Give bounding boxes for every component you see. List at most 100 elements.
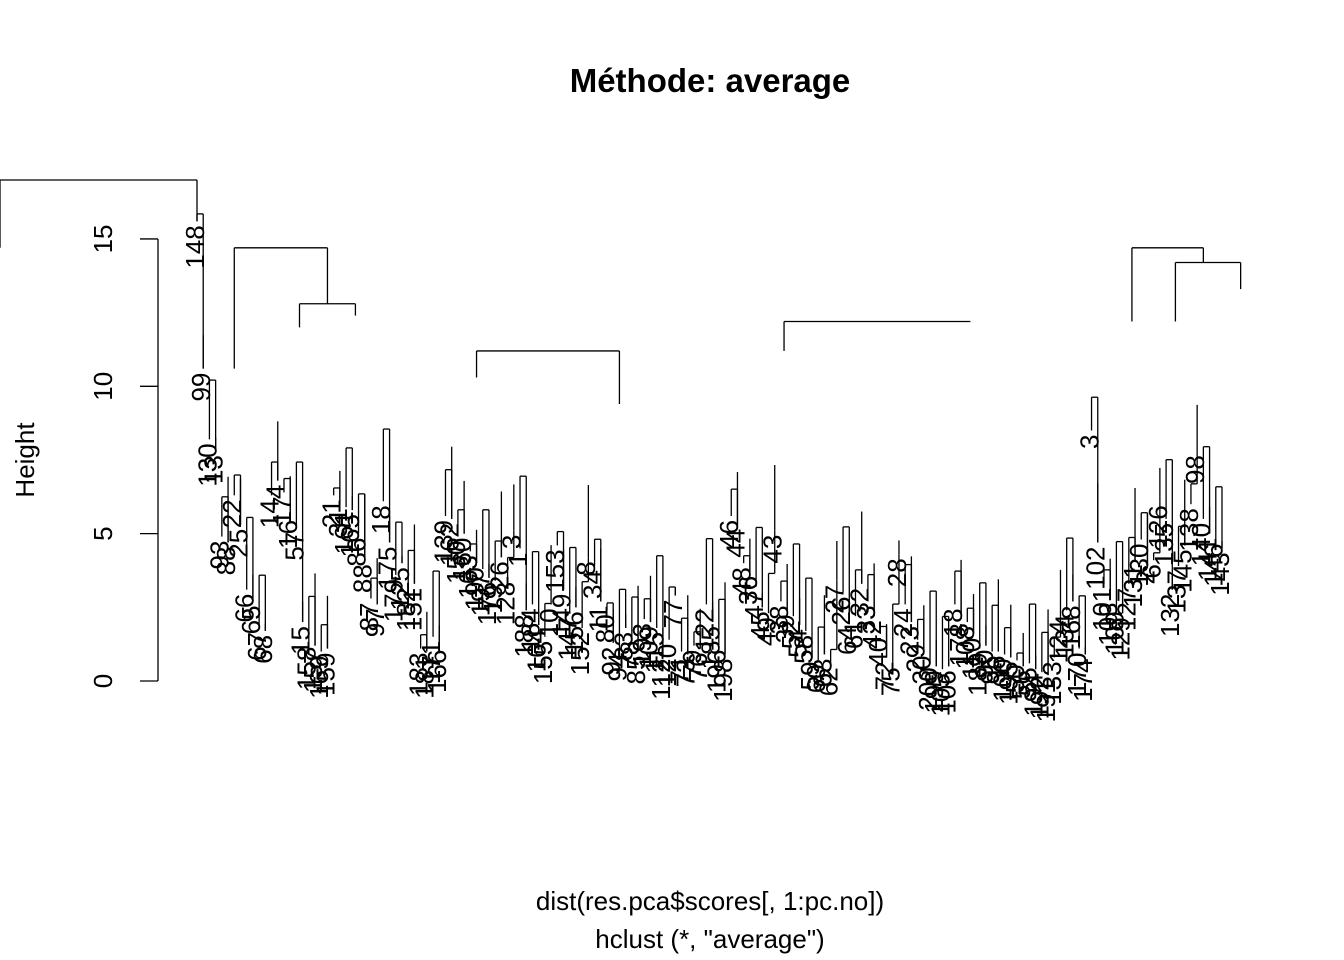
leaf-label: 183 [404, 653, 434, 696]
leaf-label: 134 [1050, 614, 1080, 657]
leaf-label: 165 [335, 514, 365, 557]
leaf-label: 129 [1105, 617, 1135, 660]
leaf-label: 138 [1174, 508, 1204, 551]
leaf-label: 72 [869, 661, 899, 690]
leaf-label: 15 [285, 626, 315, 655]
leaf-label: 199 [919, 670, 949, 713]
leaf-label: 38 [764, 605, 794, 634]
y-axis-label: Height [10, 422, 40, 498]
leaf-label: 191 [1031, 679, 1061, 722]
leaf-label: 73 [671, 658, 701, 687]
leaf-label: 6 [1137, 564, 1167, 578]
leaf-label: 132 [1155, 594, 1185, 637]
leaf-label: 54 [782, 629, 812, 658]
leaf-label: 120 [652, 644, 682, 687]
leaf-label: 166 [422, 650, 452, 693]
leaf-label: 85 [621, 656, 651, 685]
leaf-label: 135 [1149, 523, 1179, 566]
leaf-label: 163 [453, 555, 483, 598]
leaf-label: 21 [317, 499, 347, 528]
leaf-label: 185 [695, 626, 725, 669]
leaf-label: 61 [838, 620, 868, 649]
leaf-label: 170 [1062, 653, 1092, 696]
leaf-label: 18 [938, 608, 968, 637]
leaf-label: 67 [242, 632, 272, 661]
leaf-label: 137 [1161, 570, 1191, 613]
x-axis-label: dist(res.pca$scores[, 1:pc.no]) [536, 886, 884, 916]
leaf-label: 86 [341, 538, 371, 567]
leaf-label: 109 [1099, 611, 1129, 654]
leaf-labels: 1489913013938822256665676814417165715158… [180, 225, 1235, 722]
leaf-label: 30 [907, 656, 937, 685]
leaf-label: 45 [745, 611, 775, 640]
leaf-label: 27 [820, 585, 850, 614]
leaf-label: 110 [956, 638, 986, 679]
leaf-label: 96 [981, 656, 1011, 685]
leaf-label: 18 [366, 505, 396, 534]
leaf-label: 195 [994, 661, 1024, 704]
leaf-label: 149 [546, 594, 576, 637]
leaf-label: 63 [807, 658, 837, 687]
leaf-label: 189 [963, 653, 993, 696]
leaf-label: 179 [379, 579, 409, 622]
leaf-label: 29 [900, 644, 930, 673]
y-tick-label: 10 [88, 372, 118, 401]
leaf-label: 23 [894, 626, 924, 655]
y-tick-label: 0 [88, 674, 118, 688]
leaf-label: 193 [627, 623, 657, 666]
leaf-label: 112 [646, 658, 676, 699]
leaf-label: 200 [913, 667, 943, 710]
leaf-label: 10 [534, 608, 564, 637]
y-tick-label: 5 [88, 526, 118, 540]
leaf-label: 39 [770, 614, 800, 643]
leaf-label: 4 [261, 485, 291, 499]
leaf-label: 188 [509, 614, 539, 657]
leaf-label: 97 [360, 608, 390, 637]
leaf-label: 143 [1205, 552, 1235, 595]
leaf-label: 26 [484, 561, 514, 590]
leaf-label: 88 [211, 546, 241, 575]
leaf-label: 162 [435, 523, 465, 566]
chart-subtitle: hclust (*, "average") [595, 924, 824, 954]
leaf-label: 88 [348, 564, 378, 593]
leaf-label: 78 [615, 641, 645, 670]
leaf-label: 176 [472, 582, 502, 625]
leaf-label: 158 [292, 647, 322, 690]
leaf-label: 150 [441, 541, 471, 584]
leaf-label: 115 [640, 632, 670, 673]
leaf-label: 44 [720, 529, 750, 558]
leaf-label: 77 [658, 600, 688, 629]
leaf-label: 126 [1143, 505, 1173, 548]
leaf-label: 147 [553, 617, 583, 660]
leaf-label: 8 [571, 561, 601, 575]
leaf-label: 90 [969, 650, 999, 679]
leaf-label: 28 [882, 558, 912, 587]
leaf-label: 139 [428, 520, 458, 563]
leaf-label: 1 [503, 552, 533, 566]
leaf-label: 160 [447, 538, 477, 581]
leaf-label: 151 [397, 588, 427, 631]
leaf-label: 43 [758, 535, 788, 564]
leaf-label: 79 [677, 650, 707, 679]
leaf-label: 50 [1000, 664, 1030, 693]
leaf-label: 108 [950, 626, 980, 669]
leaf-label: 58 [789, 635, 819, 664]
leaf-label: 62 [814, 667, 844, 696]
leaf-label: 99 [186, 373, 216, 402]
leaf-label: 56 [1006, 670, 1036, 699]
leaf-label: 155 [528, 641, 558, 684]
leaf-label: 130 [1124, 544, 1154, 587]
leaf-label: 17 [267, 496, 297, 525]
leaf-label: 141 [1192, 538, 1222, 581]
dendrogram-branches [0, 179, 1242, 676]
leaf-label: 80 [590, 614, 620, 643]
leaf-label: 98 [1180, 455, 1210, 484]
leaf-label: 55 [1012, 667, 1042, 696]
leaf-label: 13 [199, 455, 229, 484]
leaf-label: 36 [733, 576, 763, 605]
leaf-label: 184 [515, 608, 545, 651]
leaf-label: 130 [192, 443, 222, 486]
leaf-label: 57 [279, 532, 309, 561]
leaf-label: 26 [826, 597, 856, 626]
